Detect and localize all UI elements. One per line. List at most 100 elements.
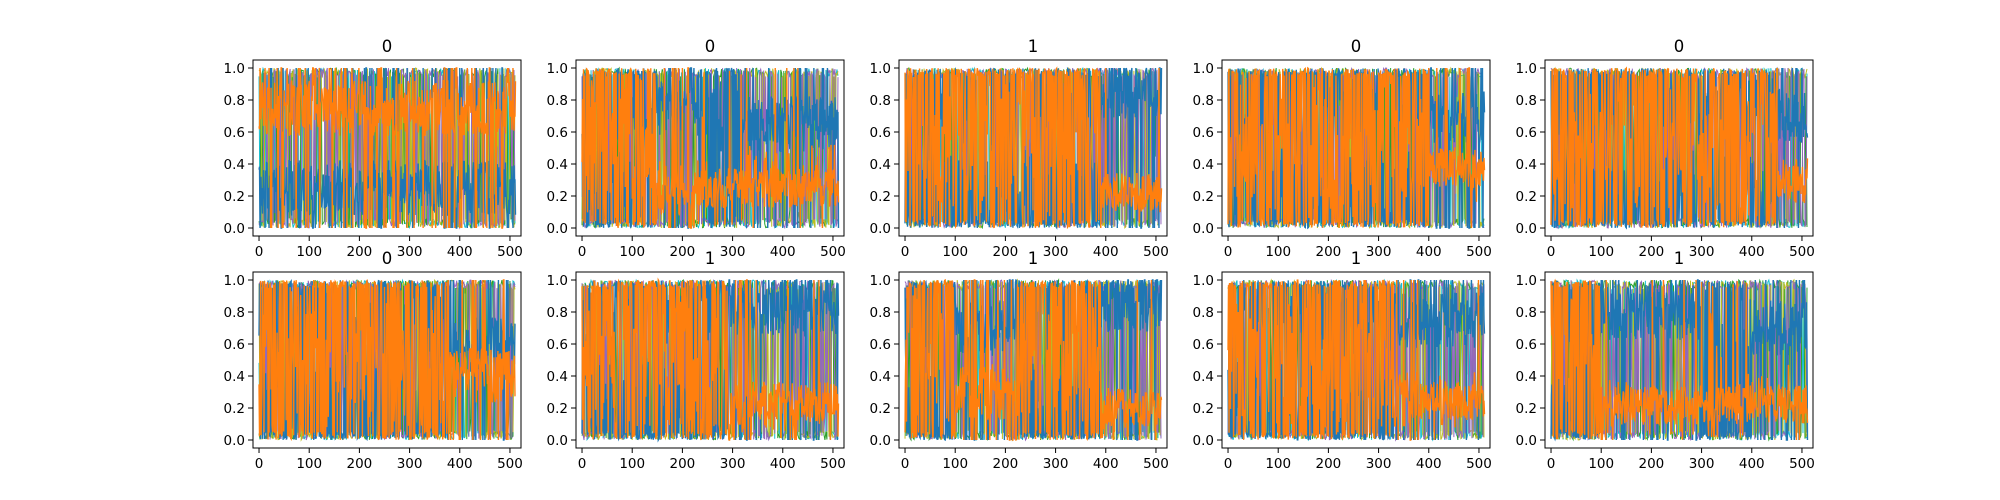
x-tick-label: 200 — [1639, 244, 1665, 260]
plot-area — [904, 66, 1163, 230]
x-tick-label: 100 — [942, 244, 968, 260]
plot-area — [904, 278, 1163, 442]
y-tick-label: 0.0 — [1193, 221, 1214, 237]
axes-frame — [1544, 59, 1814, 237]
x-tick-label: 500 — [1789, 456, 1815, 472]
x-tick-label: 300 — [397, 244, 423, 260]
x-tick-label: 500 — [1143, 244, 1169, 260]
y-tick-label: 0.6 — [1193, 125, 1214, 141]
x-tick-label: 200 — [1316, 456, 1342, 472]
x-tick-label: 400 — [1416, 244, 1442, 260]
x-tick-label: 100 — [296, 456, 322, 472]
y-tick-label: 1.0 — [870, 273, 891, 289]
x-tick-label: 300 — [397, 456, 423, 472]
x-tick-label: 500 — [1143, 456, 1169, 472]
x-tick-label: 200 — [347, 244, 373, 260]
x-tick-label: 100 — [1588, 244, 1614, 260]
y-tick-label: 0.0 — [870, 221, 891, 237]
x-tick-label: 200 — [670, 456, 696, 472]
y-tick-label: 0.8 — [1516, 93, 1537, 109]
y-tick-label: 0.4 — [547, 157, 568, 173]
y-tick-label: 0.6 — [547, 125, 568, 141]
series-line-blue — [258, 67, 517, 229]
subplot-title: 0 — [382, 37, 393, 56]
y-tick-label: 1.0 — [224, 273, 245, 289]
x-tick-label: 200 — [1639, 456, 1665, 472]
series-line-blue — [581, 67, 840, 229]
y-tick-label: 0.4 — [1193, 369, 1214, 385]
x-tick-label: 0 — [1224, 456, 1233, 472]
y-tick-label: 0.8 — [870, 305, 891, 321]
y-tick-label: 0.2 — [224, 401, 245, 417]
axes-frame — [252, 271, 522, 449]
subplot-8: 0 100 200 300 400 500 0.0 0.2 0.4 0.6 0.8 1.0 1 — [870, 249, 1169, 472]
x-tick-label: 400 — [1416, 456, 1442, 472]
axes-frame — [1221, 271, 1491, 449]
x-tick-label: 100 — [1265, 456, 1291, 472]
series-line-orange — [904, 278, 1163, 441]
series-line-orange — [904, 66, 1163, 230]
axes-frame — [1544, 271, 1814, 449]
x-tick-label: 100 — [1265, 244, 1291, 260]
y-tick-label: 0.6 — [1516, 337, 1537, 353]
series-line-orange — [1550, 278, 1809, 441]
x-tick-label: 400 — [447, 244, 473, 260]
y-tick-label: 0.0 — [870, 433, 891, 449]
y-tick-label: 0.8 — [224, 305, 245, 321]
y-tick-label: 1.0 — [1516, 273, 1537, 289]
y-tick-label: 0.4 — [547, 369, 568, 385]
y-tick-label: 0.2 — [1516, 401, 1537, 417]
x-tick-label: 100 — [296, 244, 322, 260]
x-tick-label: 200 — [993, 456, 1019, 472]
plot-area — [1227, 278, 1486, 442]
y-tick-label: 0.6 — [224, 337, 245, 353]
series-line-extra-4 — [1227, 278, 1485, 442]
subplot-5: 0 100 200 300 400 500 0.0 0.2 0.4 0.6 0.8 1.0 0 — [1516, 37, 1815, 260]
y-tick-label: 0.0 — [547, 433, 568, 449]
x-tick-label: 0 — [578, 456, 587, 472]
y-tick-label: 0.8 — [224, 93, 245, 109]
x-tick-label: 500 — [1466, 244, 1492, 260]
y-tick-label: 0.6 — [224, 125, 245, 141]
x-tick-label: 300 — [1689, 456, 1715, 472]
subplot-title: 1 — [1351, 249, 1362, 268]
x-tick-label: 500 — [1789, 244, 1815, 260]
y-tick-label: 0.8 — [1193, 305, 1214, 321]
series-line-blue — [904, 279, 1163, 442]
plot-area — [1227, 66, 1486, 230]
y-tick-label: 1.0 — [1516, 61, 1537, 77]
subplot-title: 0 — [1351, 37, 1362, 56]
subplot-1: 0 100 200 300 400 500 0.0 0.2 0.4 0.6 0.8 1.0 0 — [224, 37, 523, 260]
y-tick-label: 0.4 — [1193, 157, 1214, 173]
x-tick-label: 500 — [820, 244, 846, 260]
subplot-title: 1 — [1028, 249, 1039, 268]
x-tick-label: 300 — [1043, 244, 1069, 260]
subplot-7: 0 100 200 300 400 500 0.0 0.2 0.4 0.6 0.8 1.0 1 — [547, 249, 846, 472]
series-line-orange — [581, 277, 840, 441]
y-tick-label: 0.6 — [1193, 337, 1214, 353]
y-tick-label: 0.2 — [870, 401, 891, 417]
y-tick-label: 0.8 — [870, 93, 891, 109]
x-tick-label: 0 — [901, 244, 910, 260]
x-tick-label: 500 — [1466, 456, 1492, 472]
y-tick-label: 1.0 — [547, 61, 568, 77]
plot-area — [1550, 278, 1809, 442]
y-tick-label: 0.2 — [1193, 189, 1214, 205]
series-line-orange — [1550, 66, 1809, 228]
x-tick-label: 400 — [1739, 244, 1765, 260]
y-tick-label: 0.6 — [547, 337, 568, 353]
x-tick-label: 300 — [1366, 244, 1392, 260]
x-tick-label: 100 — [619, 244, 645, 260]
y-tick-label: 0.4 — [1516, 157, 1537, 173]
x-tick-label: 100 — [942, 456, 968, 472]
x-tick-label: 200 — [993, 244, 1019, 260]
axes-frame — [252, 59, 522, 237]
x-tick-label: 400 — [1739, 456, 1765, 472]
y-tick-label: 1.0 — [547, 273, 568, 289]
plot-area — [581, 66, 840, 230]
x-tick-label: 300 — [1043, 456, 1069, 472]
plot-area — [581, 277, 840, 443]
x-tick-label: 0 — [901, 456, 910, 472]
x-tick-label: 0 — [255, 456, 264, 472]
y-tick-label: 0.0 — [1516, 221, 1537, 237]
